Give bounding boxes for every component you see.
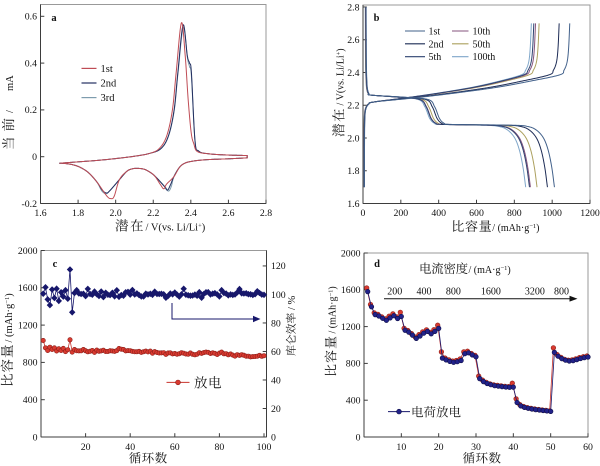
- svg-text:0.6: 0.6: [25, 12, 37, 23]
- svg-text:2.4: 2.4: [347, 68, 359, 79]
- svg-text:/: /: [5, 110, 16, 113]
- svg-text:120: 120: [271, 261, 286, 272]
- svg-text:/ (mA·g−1): / (mA·g−1): [469, 265, 511, 276]
- svg-text:0.2: 0.2: [25, 105, 37, 116]
- svg-text:800: 800: [446, 287, 461, 298]
- svg-text:b: b: [374, 13, 380, 24]
- svg-text:a: a: [51, 13, 57, 24]
- svg-text:1200: 1200: [18, 320, 38, 331]
- svg-text:400: 400: [431, 208, 446, 219]
- svg-text:/ V(vs. Li/Li+): / V(vs. Li/Li+): [335, 48, 346, 105]
- svg-text:0: 0: [33, 432, 38, 443]
- svg-text:100: 100: [271, 290, 286, 301]
- svg-text:3rd: 3rd: [101, 93, 116, 104]
- svg-text:60: 60: [170, 442, 180, 453]
- svg-text:2.6: 2.6: [222, 208, 234, 219]
- svg-text:80: 80: [215, 442, 225, 453]
- svg-text:mA: mA: [5, 75, 16, 91]
- svg-text:/ %: / %: [287, 295, 298, 310]
- svg-text:/ (mAh·g−1): / (mAh·g−1): [327, 286, 338, 333]
- svg-text:100th: 100th: [473, 52, 496, 63]
- svg-text:80: 80: [271, 318, 281, 329]
- svg-text:2nd: 2nd: [101, 79, 118, 90]
- svg-text:20: 20: [81, 442, 91, 453]
- svg-text:600: 600: [469, 208, 484, 219]
- svg-text:40: 40: [125, 442, 135, 453]
- svg-text:1600: 1600: [18, 283, 38, 294]
- svg-text:10th: 10th: [473, 26, 491, 37]
- svg-text:200: 200: [387, 287, 402, 298]
- svg-text:0: 0: [361, 208, 366, 219]
- svg-text:400: 400: [417, 287, 432, 298]
- svg-text:40: 40: [508, 442, 518, 453]
- svg-text:0.4: 0.4: [25, 58, 37, 69]
- svg-text:1600: 1600: [341, 285, 361, 296]
- svg-text:0: 0: [271, 432, 276, 443]
- svg-text:3200: 3200: [525, 287, 545, 298]
- svg-text:40: 40: [271, 375, 281, 386]
- svg-text:800: 800: [346, 359, 361, 370]
- svg-text:20: 20: [434, 442, 444, 453]
- svg-text:1200: 1200: [580, 208, 600, 219]
- svg-text:800: 800: [554, 287, 569, 298]
- svg-text:200: 200: [393, 208, 408, 219]
- svg-text:/ (mAh·g−1): / (mAh·g−1): [4, 293, 15, 343]
- svg-text:2.8: 2.8: [347, 2, 359, 13]
- svg-text:1.8: 1.8: [72, 208, 84, 219]
- svg-text:60: 60: [271, 347, 281, 358]
- svg-text:100: 100: [257, 442, 272, 453]
- svg-text:2.6: 2.6: [347, 35, 359, 46]
- svg-text:0: 0: [356, 432, 361, 443]
- svg-text:-0.2: -0.2: [21, 199, 37, 210]
- svg-text:60: 60: [583, 442, 593, 453]
- svg-text:1.6: 1.6: [34, 208, 46, 219]
- svg-text:/ (mAh·g−1): / (mAh·g−1): [492, 223, 539, 234]
- svg-text:1.8: 1.8: [347, 166, 359, 177]
- svg-text:2.2: 2.2: [147, 208, 159, 219]
- svg-text:20: 20: [271, 404, 281, 415]
- svg-text:50: 50: [546, 442, 556, 453]
- svg-text:2.2: 2.2: [347, 101, 359, 112]
- svg-text:2.4: 2.4: [185, 208, 197, 219]
- svg-text:30: 30: [471, 442, 481, 453]
- svg-text:400: 400: [23, 395, 38, 406]
- svg-text:50th: 50th: [473, 39, 491, 50]
- svg-text:d: d: [374, 259, 380, 270]
- svg-text:10: 10: [396, 442, 406, 453]
- svg-text:1600: 1600: [481, 287, 501, 298]
- svg-text:2.8: 2.8: [260, 208, 272, 219]
- svg-text:1st: 1st: [101, 64, 113, 75]
- svg-text:2.0: 2.0: [347, 133, 359, 144]
- svg-text:800: 800: [23, 358, 38, 369]
- svg-text:1.6: 1.6: [347, 199, 359, 210]
- svg-text:800: 800: [507, 208, 522, 219]
- svg-text:1000: 1000: [542, 208, 562, 219]
- svg-text:2000: 2000: [18, 246, 38, 257]
- svg-text:5th: 5th: [429, 52, 442, 63]
- svg-text:c: c: [53, 259, 58, 270]
- svg-text:2.0: 2.0: [110, 208, 122, 219]
- svg-text:1200: 1200: [341, 322, 361, 333]
- svg-text:2nd: 2nd: [429, 39, 444, 50]
- svg-text:400: 400: [346, 396, 361, 407]
- svg-text:/ V(vs. Li/Li+): / V(vs. Li/Li+): [146, 222, 206, 233]
- svg-text:2000: 2000: [341, 248, 361, 259]
- svg-text:1st: 1st: [429, 26, 441, 37]
- svg-text:0: 0: [32, 152, 37, 163]
